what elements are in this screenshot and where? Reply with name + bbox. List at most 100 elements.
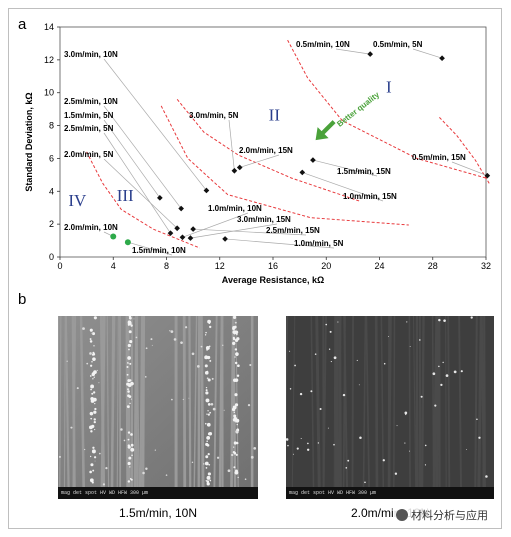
- sem-streak: [193, 316, 198, 499]
- sem-streak: [412, 316, 417, 499]
- sem-particle: [419, 339, 421, 341]
- sem-particle: [209, 325, 212, 329]
- sem-particle: [205, 479, 208, 482]
- sem-particle: [89, 340, 93, 343]
- sem-particle: [126, 365, 129, 369]
- x-tick-label: 20: [321, 261, 331, 271]
- sem-particle: [89, 425, 93, 430]
- sem-particle: [145, 347, 148, 350]
- sem-particle: [129, 362, 132, 365]
- leader-line: [127, 241, 173, 256]
- sem-particle: [442, 361, 444, 364]
- sem-particle: [466, 449, 468, 450]
- sem-particle: [90, 430, 93, 433]
- point-label: 1.5m/min, 15N: [337, 167, 391, 176]
- sem-particle: [90, 417, 93, 420]
- sem-particle: [127, 356, 131, 360]
- data-point: [222, 236, 228, 242]
- better-quality-arrow-icon: [315, 120, 336, 141]
- point-label: 2.0m/min, 10N: [64, 223, 118, 232]
- sem-particle: [127, 343, 131, 348]
- sem-particle: [233, 416, 238, 421]
- watermark-text: 材料分析与应用: [411, 510, 488, 522]
- sem-particle: [127, 323, 130, 326]
- sem-streak: [420, 316, 425, 499]
- sem-particle: [93, 456, 97, 459]
- sem-particle: [205, 467, 208, 469]
- data-point: [367, 51, 374, 57]
- sem-particle: [90, 399, 95, 403]
- data-point-green: [110, 233, 117, 240]
- sem-particle: [440, 383, 443, 387]
- sem-image-left: mag det spot HV WD HFW 300 µm: [58, 316, 258, 499]
- sem-streak: [125, 316, 129, 499]
- sem-streak: [182, 316, 187, 499]
- y-tick-label: 14: [44, 22, 54, 32]
- leader-line: [302, 172, 384, 202]
- sem-particle: [92, 357, 96, 361]
- data-point: [174, 225, 180, 232]
- sem-particle: [205, 389, 208, 392]
- sem-streak: [100, 316, 105, 499]
- leader-line: [193, 228, 307, 236]
- point-label: 1.0m/min, 15N: [343, 192, 397, 201]
- sem-particle: [232, 337, 236, 341]
- sem-particle: [294, 364, 296, 367]
- sem-particle: [209, 359, 212, 362]
- sem-particle: [236, 333, 238, 336]
- sem-particle: [206, 475, 211, 480]
- sem-particle: [205, 391, 209, 395]
- sem-particle: [232, 316, 237, 319]
- sem-streak: [338, 316, 342, 499]
- leader-line: [451, 161, 488, 177]
- sem-streak: [480, 316, 486, 499]
- region-boundary-curve: [176, 98, 360, 202]
- sem-streak: [447, 316, 451, 499]
- point-label: 2.0m/min, 5N: [64, 150, 114, 159]
- data-point: [187, 235, 194, 241]
- better-quality-label: Better quality: [335, 90, 381, 129]
- point-label: 0.5m/min, 10N: [296, 40, 350, 49]
- point-label: 2.5m/min, 5N: [64, 124, 114, 133]
- sem-particle: [129, 402, 131, 405]
- leader-line: [335, 48, 371, 55]
- sem-particle: [207, 432, 211, 436]
- sem-streak: [116, 316, 119, 499]
- sem-particle: [330, 360, 332, 363]
- sem-particle: [233, 333, 236, 335]
- sem-particle: [91, 449, 96, 454]
- sem-streak: [458, 316, 463, 499]
- sem-particle: [235, 453, 238, 456]
- sem-particle: [216, 456, 220, 459]
- sem-particle: [127, 461, 131, 466]
- sem-particle: [151, 344, 153, 346]
- sem-streak: [474, 316, 478, 499]
- sem-particle: [200, 345, 203, 348]
- sem-particle: [208, 322, 211, 325]
- sem-particle: [432, 372, 436, 376]
- data-point: [310, 157, 316, 163]
- sem-particle: [211, 377, 214, 380]
- x-axis-label: Average Resistance, kΩ: [222, 275, 324, 285]
- sem-particle: [206, 440, 208, 442]
- point-label: 1.0m/min, 10N: [208, 204, 262, 213]
- x-tick-label: 28: [428, 261, 438, 271]
- sem-texture-right: [286, 316, 494, 499]
- sem-particle: [127, 438, 130, 441]
- y-tick-label: 0: [49, 252, 54, 262]
- sem-particle: [127, 388, 129, 391]
- sem-particle: [135, 336, 138, 339]
- sem-particle: [470, 316, 473, 319]
- sem-particle: [126, 405, 130, 409]
- sem-info-bar-left: mag det spot HV WD HFW 300 µm: [58, 487, 258, 499]
- sem-particle: [233, 414, 237, 418]
- sem-particle: [129, 477, 132, 480]
- sem-particle: [204, 461, 209, 466]
- sem-particle: [94, 428, 96, 431]
- sem-particle: [424, 464, 427, 466]
- sem-particle: [207, 378, 211, 382]
- point-label: 0.5m/min, 5N: [373, 40, 423, 49]
- data-point: [167, 230, 174, 237]
- sem-particle: [142, 471, 145, 475]
